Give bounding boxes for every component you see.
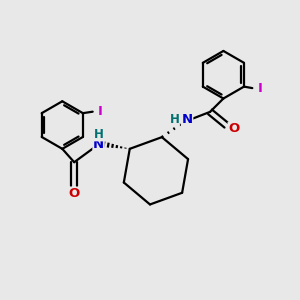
Text: N: N <box>182 113 193 126</box>
Text: I: I <box>258 82 262 94</box>
Text: I: I <box>98 105 102 118</box>
Text: N: N <box>93 139 104 152</box>
Text: H: H <box>169 113 179 126</box>
Text: O: O <box>69 187 80 200</box>
Text: O: O <box>228 122 239 135</box>
Text: H: H <box>94 128 103 141</box>
